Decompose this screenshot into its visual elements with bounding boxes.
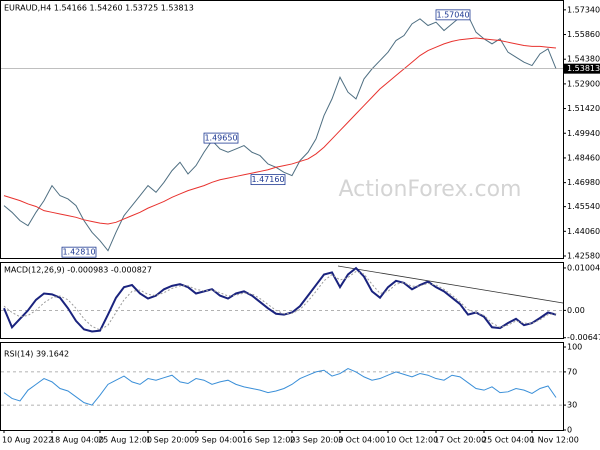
- annotation-label: 1.57040: [436, 10, 469, 19]
- x-tick-label: 1 Nov 12:00: [530, 436, 579, 445]
- x-tick-label: 18 Aug 04:00: [50, 436, 104, 445]
- y-tick-label: 1.42580: [567, 251, 600, 260]
- macd-panel: [0, 262, 564, 339]
- y-tick-label: 0.010047: [567, 263, 600, 272]
- x-tick-label: 16 Sep 12:00: [242, 436, 295, 445]
- y-tick-label: 1.45540: [567, 202, 600, 211]
- y-tick-label: 1.57340: [567, 5, 600, 14]
- y-tick-label: 100: [567, 343, 582, 352]
- last-price-box: [564, 63, 600, 74]
- y-tick-label: 1.49940: [567, 129, 600, 138]
- series-line: [3, 37, 557, 225]
- series-line: [3, 266, 557, 333]
- y-tick-label: 70: [567, 367, 577, 376]
- y-tick-label: 30: [567, 401, 577, 410]
- y-tick-label: 1.44060: [567, 227, 600, 236]
- annotation-box: [250, 174, 286, 186]
- y-tick-label: 1.55860: [567, 30, 600, 39]
- x-tick-label: 9 Sep 04:00: [194, 436, 242, 445]
- x-tick-label: 25 Aug 12:00: [98, 436, 152, 445]
- x-tick-label: 10 Aug 2022: [2, 436, 53, 445]
- x-tick-label: 10 Oct 12:00: [386, 436, 438, 445]
- panel-title: RSI(14) 39.1642: [4, 350, 69, 359]
- y-tick-label: 1.52900: [567, 79, 600, 88]
- y-tick-label: 1.54380: [567, 55, 600, 64]
- annotation-label: 1.42810: [62, 248, 95, 257]
- annotation-box: [61, 246, 97, 258]
- annotation-box: [203, 132, 239, 144]
- annotation-label: 1.49650: [204, 134, 237, 143]
- macd-trendline: [337, 265, 564, 304]
- x-tick-label: 1 Sep 20:00: [146, 436, 194, 445]
- annotation-label: 1.47160: [251, 175, 284, 184]
- x-tick-label: 25 Oct 04:00: [482, 436, 534, 445]
- series-line: [3, 368, 557, 406]
- y-tick-label: 1.48460: [567, 153, 600, 162]
- y-tick-label: 1.51420: [567, 104, 600, 113]
- y-tick-label: -0.006476: [567, 333, 600, 342]
- y-tick-label: 1.46980: [567, 178, 600, 187]
- x-tick-label: 23 Sep 20:00: [290, 436, 343, 445]
- y-tick-label: 0.00: [567, 306, 585, 315]
- series-line: [3, 270, 557, 331]
- x-tick-label: 3 Oct 04:00: [338, 436, 385, 445]
- price-panel: [0, 0, 564, 259]
- watermark: ActionForex.com: [339, 177, 522, 202]
- series-line: [3, 14, 557, 252]
- annotation-box: [435, 9, 471, 21]
- y-tick-label: 0: [567, 426, 572, 435]
- last-price-label: 1.53813: [567, 64, 600, 73]
- panel-title: EURAUD,H4 1.54166 1.54260 1.53725 1.5381…: [4, 4, 194, 13]
- x-tick-label: 17 Oct 20:00: [434, 436, 486, 445]
- rsi-panel: [0, 342, 564, 431]
- panel-title: MACD(12,26,9) -0.000983 -0.000827: [4, 266, 152, 275]
